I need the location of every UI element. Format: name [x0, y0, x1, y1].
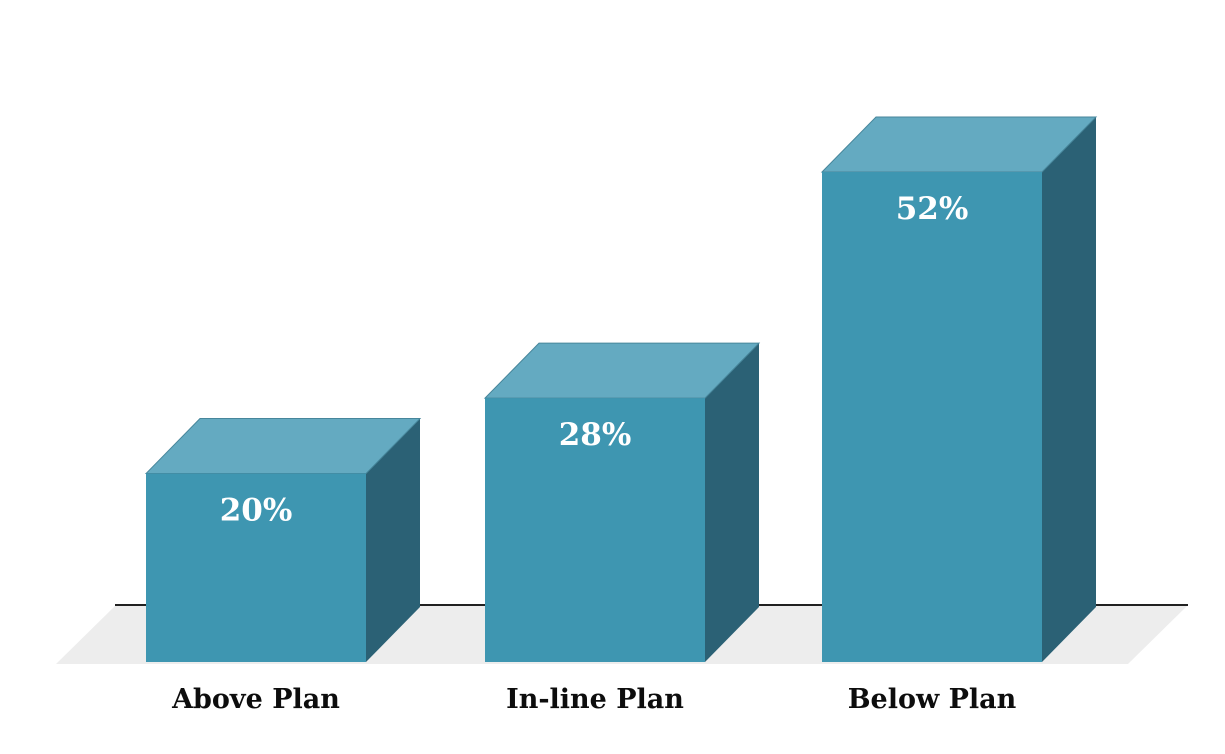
bar-side-face	[705, 343, 759, 662]
bar-side-face	[1042, 117, 1096, 662]
bar-value-label: 20%	[220, 493, 293, 529]
bar-front-face	[146, 473, 366, 662]
bar-front-face	[485, 398, 705, 662]
category-label: In-line Plan	[506, 684, 684, 715]
chart-bars-group	[144, 116, 1098, 662]
chart-labels-group: 20% Above Plan 28% In-line Plan 52% Below Pla…	[171, 191, 1017, 715]
bar-value-label: 52%	[896, 191, 969, 227]
bar-front-face	[822, 172, 1042, 662]
category-label: Above Plan	[171, 684, 340, 715]
bar-value-label: 28%	[559, 417, 632, 453]
category-label: Below Plan	[848, 684, 1017, 715]
bar-side-face	[366, 418, 420, 662]
